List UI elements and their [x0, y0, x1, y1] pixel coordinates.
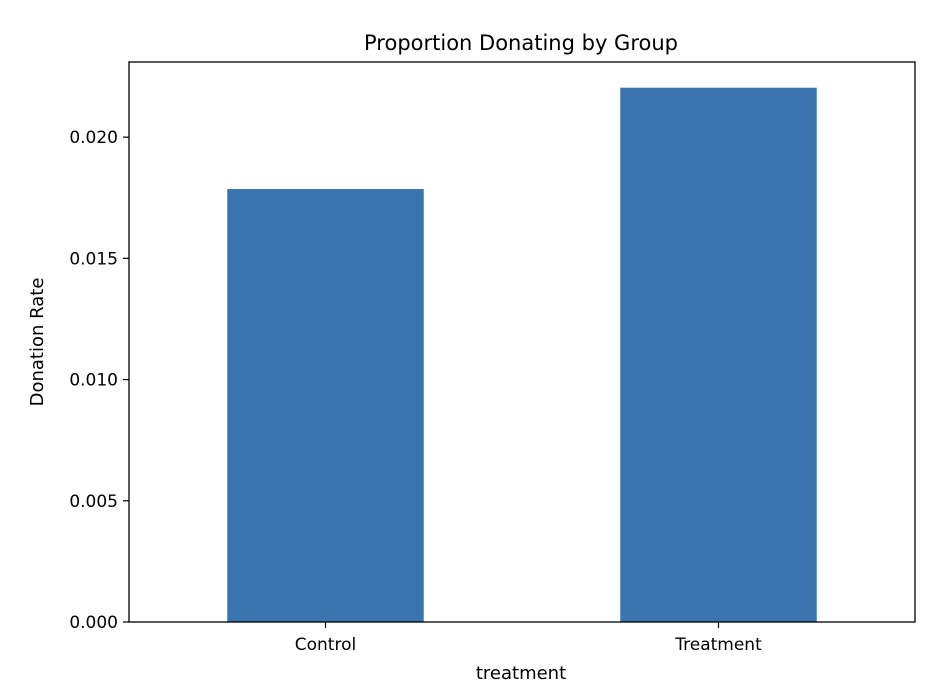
plot-frame — [128, 61, 916, 623]
y-axis-ticks: 0.000 0.005 0.010 0.015 0.020 — [69, 128, 129, 633]
chart-title: Proportion Donating by Group — [364, 31, 678, 55]
bars-layer — [227, 87, 817, 623]
y-tick-label: 0.010 — [69, 371, 118, 391]
x-axis-ticks: Control Treatment — [295, 622, 762, 655]
y-tick-label: 0.015 — [69, 249, 118, 269]
bar-control — [227, 189, 424, 622]
y-axis-label: Donation Rate — [27, 278, 48, 407]
bar-treatment — [620, 87, 817, 623]
x-tick-label: Control — [295, 635, 356, 655]
y-tick-label: 0.005 — [69, 492, 118, 512]
y-tick-label: 0.000 — [69, 613, 118, 633]
x-axis-label: treatment — [476, 663, 566, 684]
x-tick-label: Treatment — [674, 635, 762, 655]
y-tick-label: 0.020 — [69, 128, 118, 148]
